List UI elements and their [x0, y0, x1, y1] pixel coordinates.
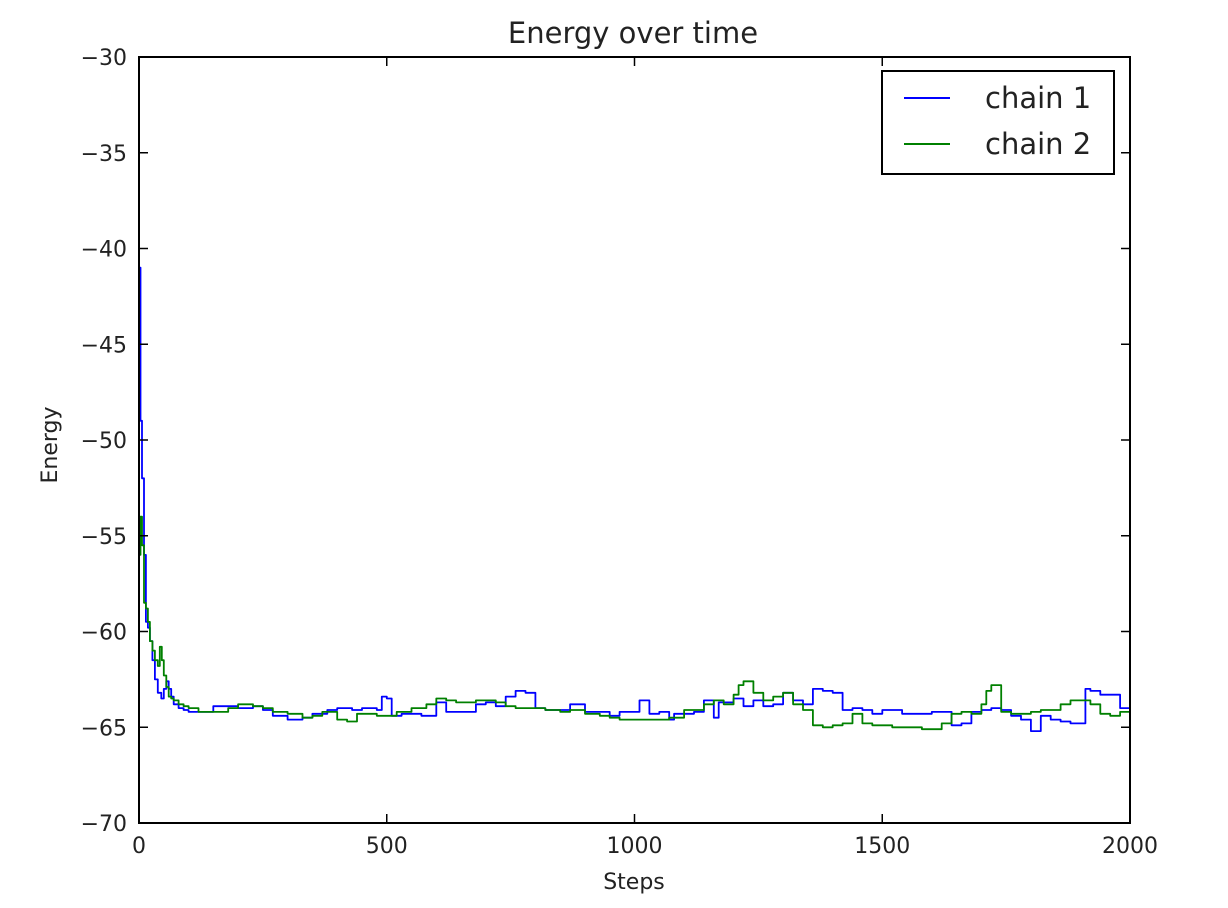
y-tick-label: −60	[81, 621, 127, 646]
y-tick-label: −45	[81, 333, 127, 358]
ticks-layer: 0 500 1000 1500 2000 −30 −35 −40 −45 −50 −55 −60 −65…	[81, 46, 1158, 859]
chart-title: Energy over time	[508, 16, 758, 50]
y-tick-label: −70	[81, 812, 127, 837]
y-tick-label: −35	[81, 142, 127, 167]
y-tick-label: −30	[81, 46, 127, 71]
y-tick-label: −40	[81, 238, 127, 263]
legend-box	[881, 70, 1115, 175]
x-tick-label: 1500	[854, 834, 910, 859]
series-line-chain-1	[139, 266, 1130, 732]
series-line-chain-2	[139, 515, 1130, 731]
legend-label-chain-1: chain 1	[985, 81, 1091, 115]
legend-label-chain-2: chain 2	[985, 127, 1091, 161]
y-tick-label: −65	[81, 716, 127, 741]
x-tick-label: 0	[132, 834, 146, 859]
x-tick-label: 1000	[607, 834, 663, 859]
x-tick-label: 500	[366, 834, 408, 859]
series-layer	[139, 266, 1130, 732]
legend: chain 1 chain 2	[881, 70, 1115, 175]
x-axis-label: Steps	[603, 870, 665, 895]
y-axis-label: Energy	[38, 406, 63, 483]
y-tick-label: −50	[81, 429, 127, 454]
x-tick-label: 2000	[1102, 834, 1158, 859]
y-tick-label: −55	[81, 525, 127, 550]
